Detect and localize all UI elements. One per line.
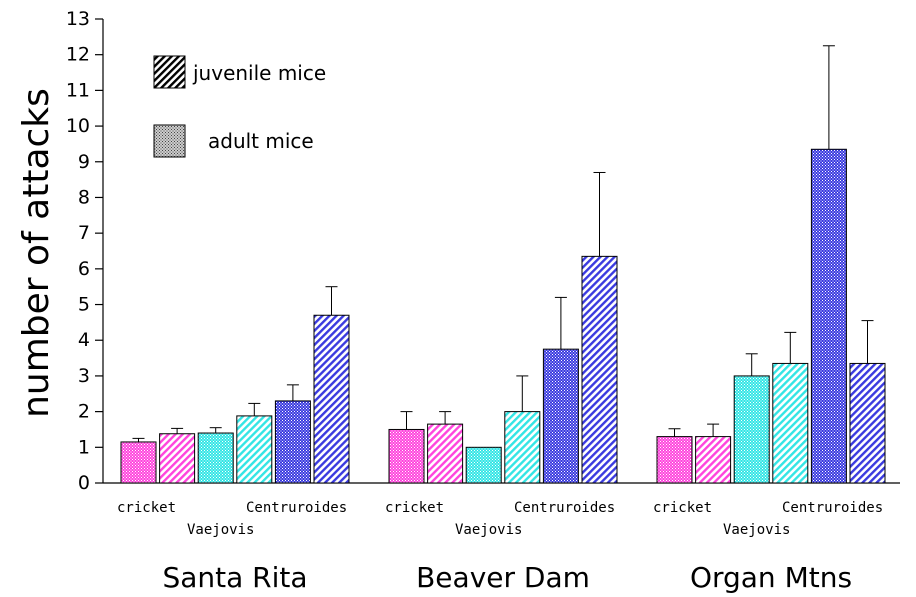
bar-cricket-juvenile [427, 423, 464, 484]
bar-vaejovis-juvenile [772, 362, 809, 484]
y-tick-label: 13 [66, 8, 90, 30]
prey-label-centruroides: Centruroides [246, 500, 347, 516]
prey-label-centruroides: Centruroides [782, 500, 883, 516]
bar-vaejovis-adult [197, 432, 234, 484]
legend-label-juvenile: juvenile mice [192, 61, 326, 85]
bar-cricket-adult [120, 441, 157, 484]
prey-label-centruroides: Centruroides [514, 500, 615, 516]
y-tick-label: 3 [78, 365, 90, 387]
error-bars [132, 45, 874, 442]
y-tick-label: 2 [78, 401, 90, 423]
y-tick-label: 10 [66, 115, 90, 137]
bar-cricket-adult [656, 436, 693, 484]
y-tick-label: 7 [78, 222, 90, 244]
prey-label-vaejovis: Vaejovis [723, 522, 790, 538]
prey-label-vaejovis: Vaejovis [455, 522, 522, 538]
bar-vaejovis-juvenile [236, 415, 273, 484]
bar-centruroides-adult [542, 348, 579, 484]
bar-cricket-juvenile [159, 433, 196, 484]
y-tick-label: 4 [78, 329, 90, 351]
y-tick-label: 9 [78, 151, 90, 173]
site-label: Organ Mtns [690, 561, 852, 594]
prey-labels: cricket Vaejovis Centruroides cricket Vaejov… [117, 500, 883, 538]
site-labels: Santa Rita Beaver Dam Organ Mtns [162, 561, 852, 594]
y-tick-label: 11 [66, 79, 90, 101]
site-label: Santa Rita [162, 561, 307, 594]
prey-label-cricket: cricket [385, 500, 444, 516]
bar-vaejovis-adult [733, 375, 770, 484]
y-tick-label: 8 [78, 186, 90, 208]
prey-label-cricket: cricket [117, 500, 176, 516]
bar-centruroides-juvenile [313, 314, 350, 484]
bar-cricket-adult [388, 428, 425, 484]
y-axis-label: number of attacks [16, 88, 57, 418]
legend-label-adult: adult mice [208, 129, 314, 153]
y-tick-label: 6 [78, 258, 90, 280]
legend-swatch-juvenile [153, 55, 186, 89]
legend-swatch-adult [153, 124, 186, 158]
bar-vaejovis-adult [465, 446, 502, 484]
bars [120, 148, 886, 484]
bar-centruroides-juvenile [581, 255, 618, 484]
y-tick-label: 0 [78, 472, 90, 494]
bar-cricket-juvenile [695, 436, 732, 484]
bar-centruroides-juvenile [849, 362, 886, 484]
y-tick-label: 12 [66, 44, 90, 66]
prey-label-cricket: cricket [653, 500, 712, 516]
bar-centruroides-adult [810, 148, 847, 484]
bar-centruroides-adult [274, 400, 311, 484]
y-tick-label: 5 [78, 294, 90, 316]
bar-vaejovis-juvenile [504, 411, 541, 484]
y-tick-label: 1 [78, 436, 90, 458]
prey-label-vaejovis: Vaejovis [187, 522, 254, 538]
legend: juvenile mice adult mice [153, 55, 326, 158]
site-label: Beaver Dam [416, 561, 590, 594]
